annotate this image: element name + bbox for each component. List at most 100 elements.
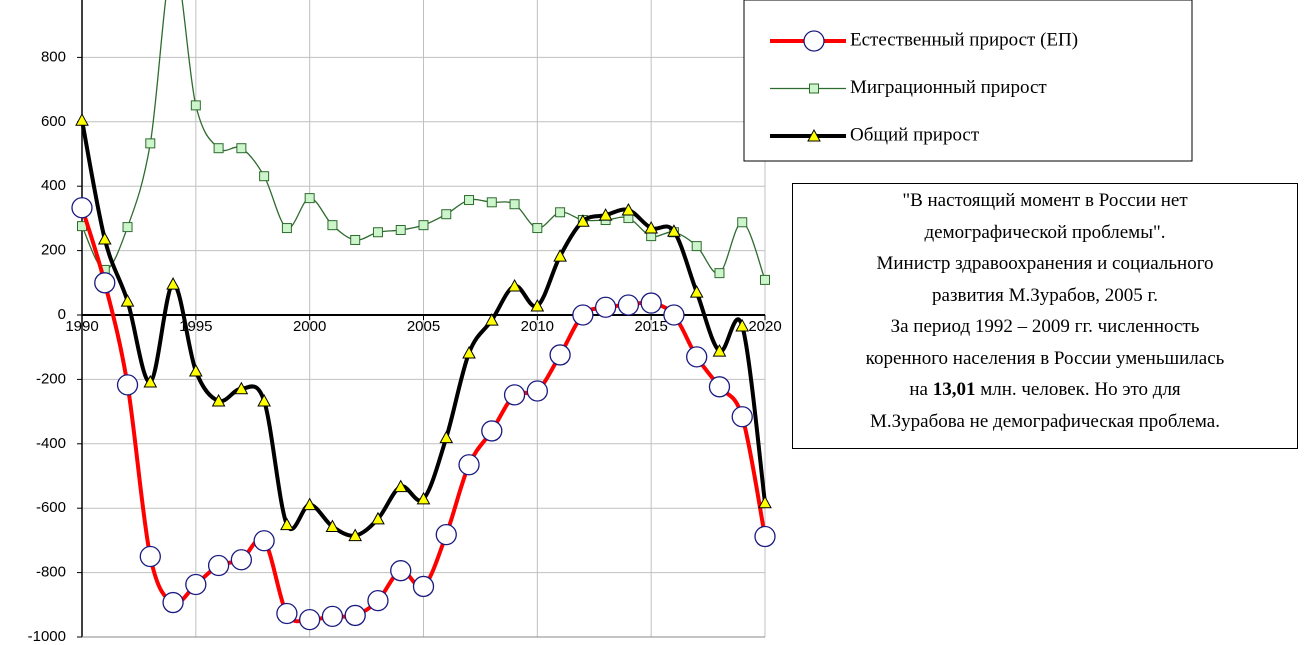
marker [458,454,480,476]
marker [462,345,476,359]
marker [754,525,776,548]
x-tick-label: 2015 [634,318,667,335]
annotation-text: М.Зурабова не демографическая проблема. [870,410,1220,432]
marker [507,278,522,292]
marker [120,294,135,307]
marker [803,30,825,52]
marker [530,298,545,312]
y-tick-label: 800 [41,48,66,65]
annotation-text: демографической проблемы". [924,221,1166,243]
annotation-text: коренного населения в России уменьшилась [865,347,1225,369]
marker [555,207,566,218]
marker [809,83,819,94]
marker [188,363,203,377]
y-tick-label: -600 [36,499,66,516]
x-tick-label: 2005 [407,318,440,335]
marker [435,523,457,546]
marker [441,209,452,220]
annotation-line: коренного населения в России уменьшилась [793,343,1297,375]
marker [663,304,685,326]
marker [572,304,594,326]
y-tick-label: 200 [41,242,66,259]
marker [594,296,617,318]
annotation-line: развития М.Зурабов, 2005 г. [793,280,1297,312]
marker [667,224,681,237]
y-tick-label: -1000 [28,628,66,645]
marker [185,573,207,596]
marker [598,208,613,221]
marker [97,231,112,245]
marker [526,380,548,402]
y-tick-label: 0 [58,306,66,323]
marker [304,193,315,204]
annotation-text: Министр здравоохранения и социального [876,253,1214,274]
annotation-line: демографической проблемы". [793,217,1297,249]
y-tick-label: 600 [41,113,66,130]
x-tick-label: 1990 [65,318,98,335]
x-tick-label: 2020 [748,318,781,335]
marker [281,223,292,234]
marker [484,313,499,326]
annotation-text: За период 1992 – 2009 гг. численность [890,316,1200,337]
marker [712,344,727,357]
series [75,113,772,542]
marker [71,197,93,219]
annotation-line: на 13,01 млн. человек. Но это для [793,374,1297,406]
marker [257,393,271,407]
annotation-line: М.Зурабова не демографическая проблема. [793,406,1297,438]
legend-label: Естественный прирост (ЕП) [850,29,1078,50]
marker [213,143,224,154]
marker [94,272,116,294]
y-tick-label: -200 [36,370,66,387]
x-tick-label: 2000 [293,318,326,335]
marker [644,221,659,234]
marker [737,217,748,228]
marker [75,113,89,126]
marker [350,234,361,245]
series [71,197,776,631]
marker [166,277,180,290]
marker [532,223,543,234]
marker [686,346,708,368]
annotation: "В настоящий момент в России нет демограф… [792,183,1298,449]
y-tick-label: -800 [36,564,66,581]
legend-label: Общий прирост [850,124,980,145]
annotation-line: За период 1992 – 2009 гг. численность [793,311,1297,343]
marker [162,591,184,614]
annotation-line: Министр здравоохранения и социального [793,248,1297,280]
marker [259,171,270,182]
marker [439,430,454,444]
y-tick-label: -400 [36,435,66,452]
marker [299,608,321,631]
marker [621,202,636,216]
marker [714,268,725,279]
marker [689,285,704,298]
marker [708,376,731,398]
marker [509,199,520,210]
marker [280,517,294,531]
marker [327,220,338,231]
marker [367,589,389,612]
marker [143,374,158,388]
annotation-text: развития М.Зурабов, 2005 г. [932,284,1158,306]
marker [122,222,133,233]
marker [412,575,435,598]
marker [207,554,230,577]
x-tick-label: 2010 [521,318,554,335]
marker [395,224,406,235]
series [77,0,770,285]
marker [211,393,226,407]
y-tick-label: 400 [41,177,66,194]
marker [139,545,161,568]
marker [253,530,275,552]
marker [807,128,821,142]
marker [348,528,363,542]
marker [145,138,156,149]
marker [372,227,383,238]
marker [486,197,497,208]
marker [276,602,298,625]
marker [758,495,772,509]
legend-label: Миграционный прирост [850,77,1047,98]
